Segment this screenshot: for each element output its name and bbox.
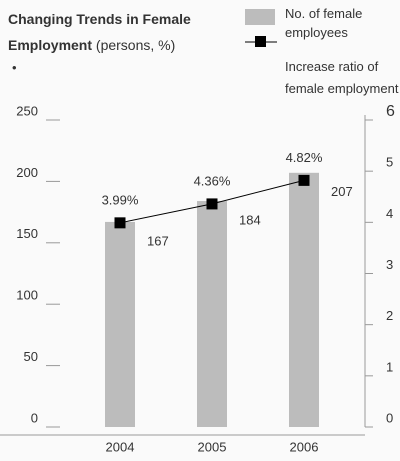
bar — [289, 172, 319, 427]
bar-value-label: 167 — [147, 233, 169, 248]
y2-tick-label: 5 — [386, 155, 393, 170]
y-tick-label: 100 — [16, 288, 38, 303]
y2-tick-label: 4 — [386, 206, 393, 221]
x-tick-label: 2006 — [290, 439, 319, 454]
y-tick-label: 250 — [16, 103, 38, 118]
y2-tick-label: 3 — [386, 257, 393, 272]
y-tick-label: 150 — [16, 226, 38, 241]
line-value-label: 4.36% — [194, 173, 231, 188]
line-value-label: 4.82% — [286, 150, 323, 165]
bar — [197, 201, 227, 427]
chart-title: Changing Trends in Female Employment — [8, 11, 191, 53]
legend-marker — [255, 36, 266, 47]
legend-label: Increase ratio of female employment — [285, 59, 399, 96]
y2-tick-label: 2 — [386, 308, 393, 323]
y2-tick-label: 1 — [386, 359, 393, 374]
x-tick-label: 2004 — [106, 439, 135, 454]
line-marker — [206, 198, 218, 210]
title-block: Changing Trends in Female Employment (pe… — [8, 6, 238, 58]
bar-value-label: 207 — [331, 184, 353, 199]
y-tick-label: 200 — [16, 165, 38, 180]
units: (persons, %) — [95, 37, 176, 53]
y-tick-label: 50 — [24, 349, 38, 364]
y2-tick-label: 0 — [386, 410, 393, 425]
bar-value-label: 184 — [239, 212, 261, 227]
legend-swatch — [245, 9, 275, 25]
note: • — [12, 60, 17, 75]
y2-tick-label: 6 — [386, 103, 395, 120]
x-tick-label: 2005 — [198, 439, 227, 454]
y-tick-label: 0 — [31, 410, 38, 425]
legend-label: No. of female employees — [285, 6, 363, 40]
bar — [105, 221, 135, 427]
line-value-label: 3.99% — [102, 192, 139, 207]
line-marker — [114, 217, 126, 229]
line-marker — [298, 174, 310, 186]
